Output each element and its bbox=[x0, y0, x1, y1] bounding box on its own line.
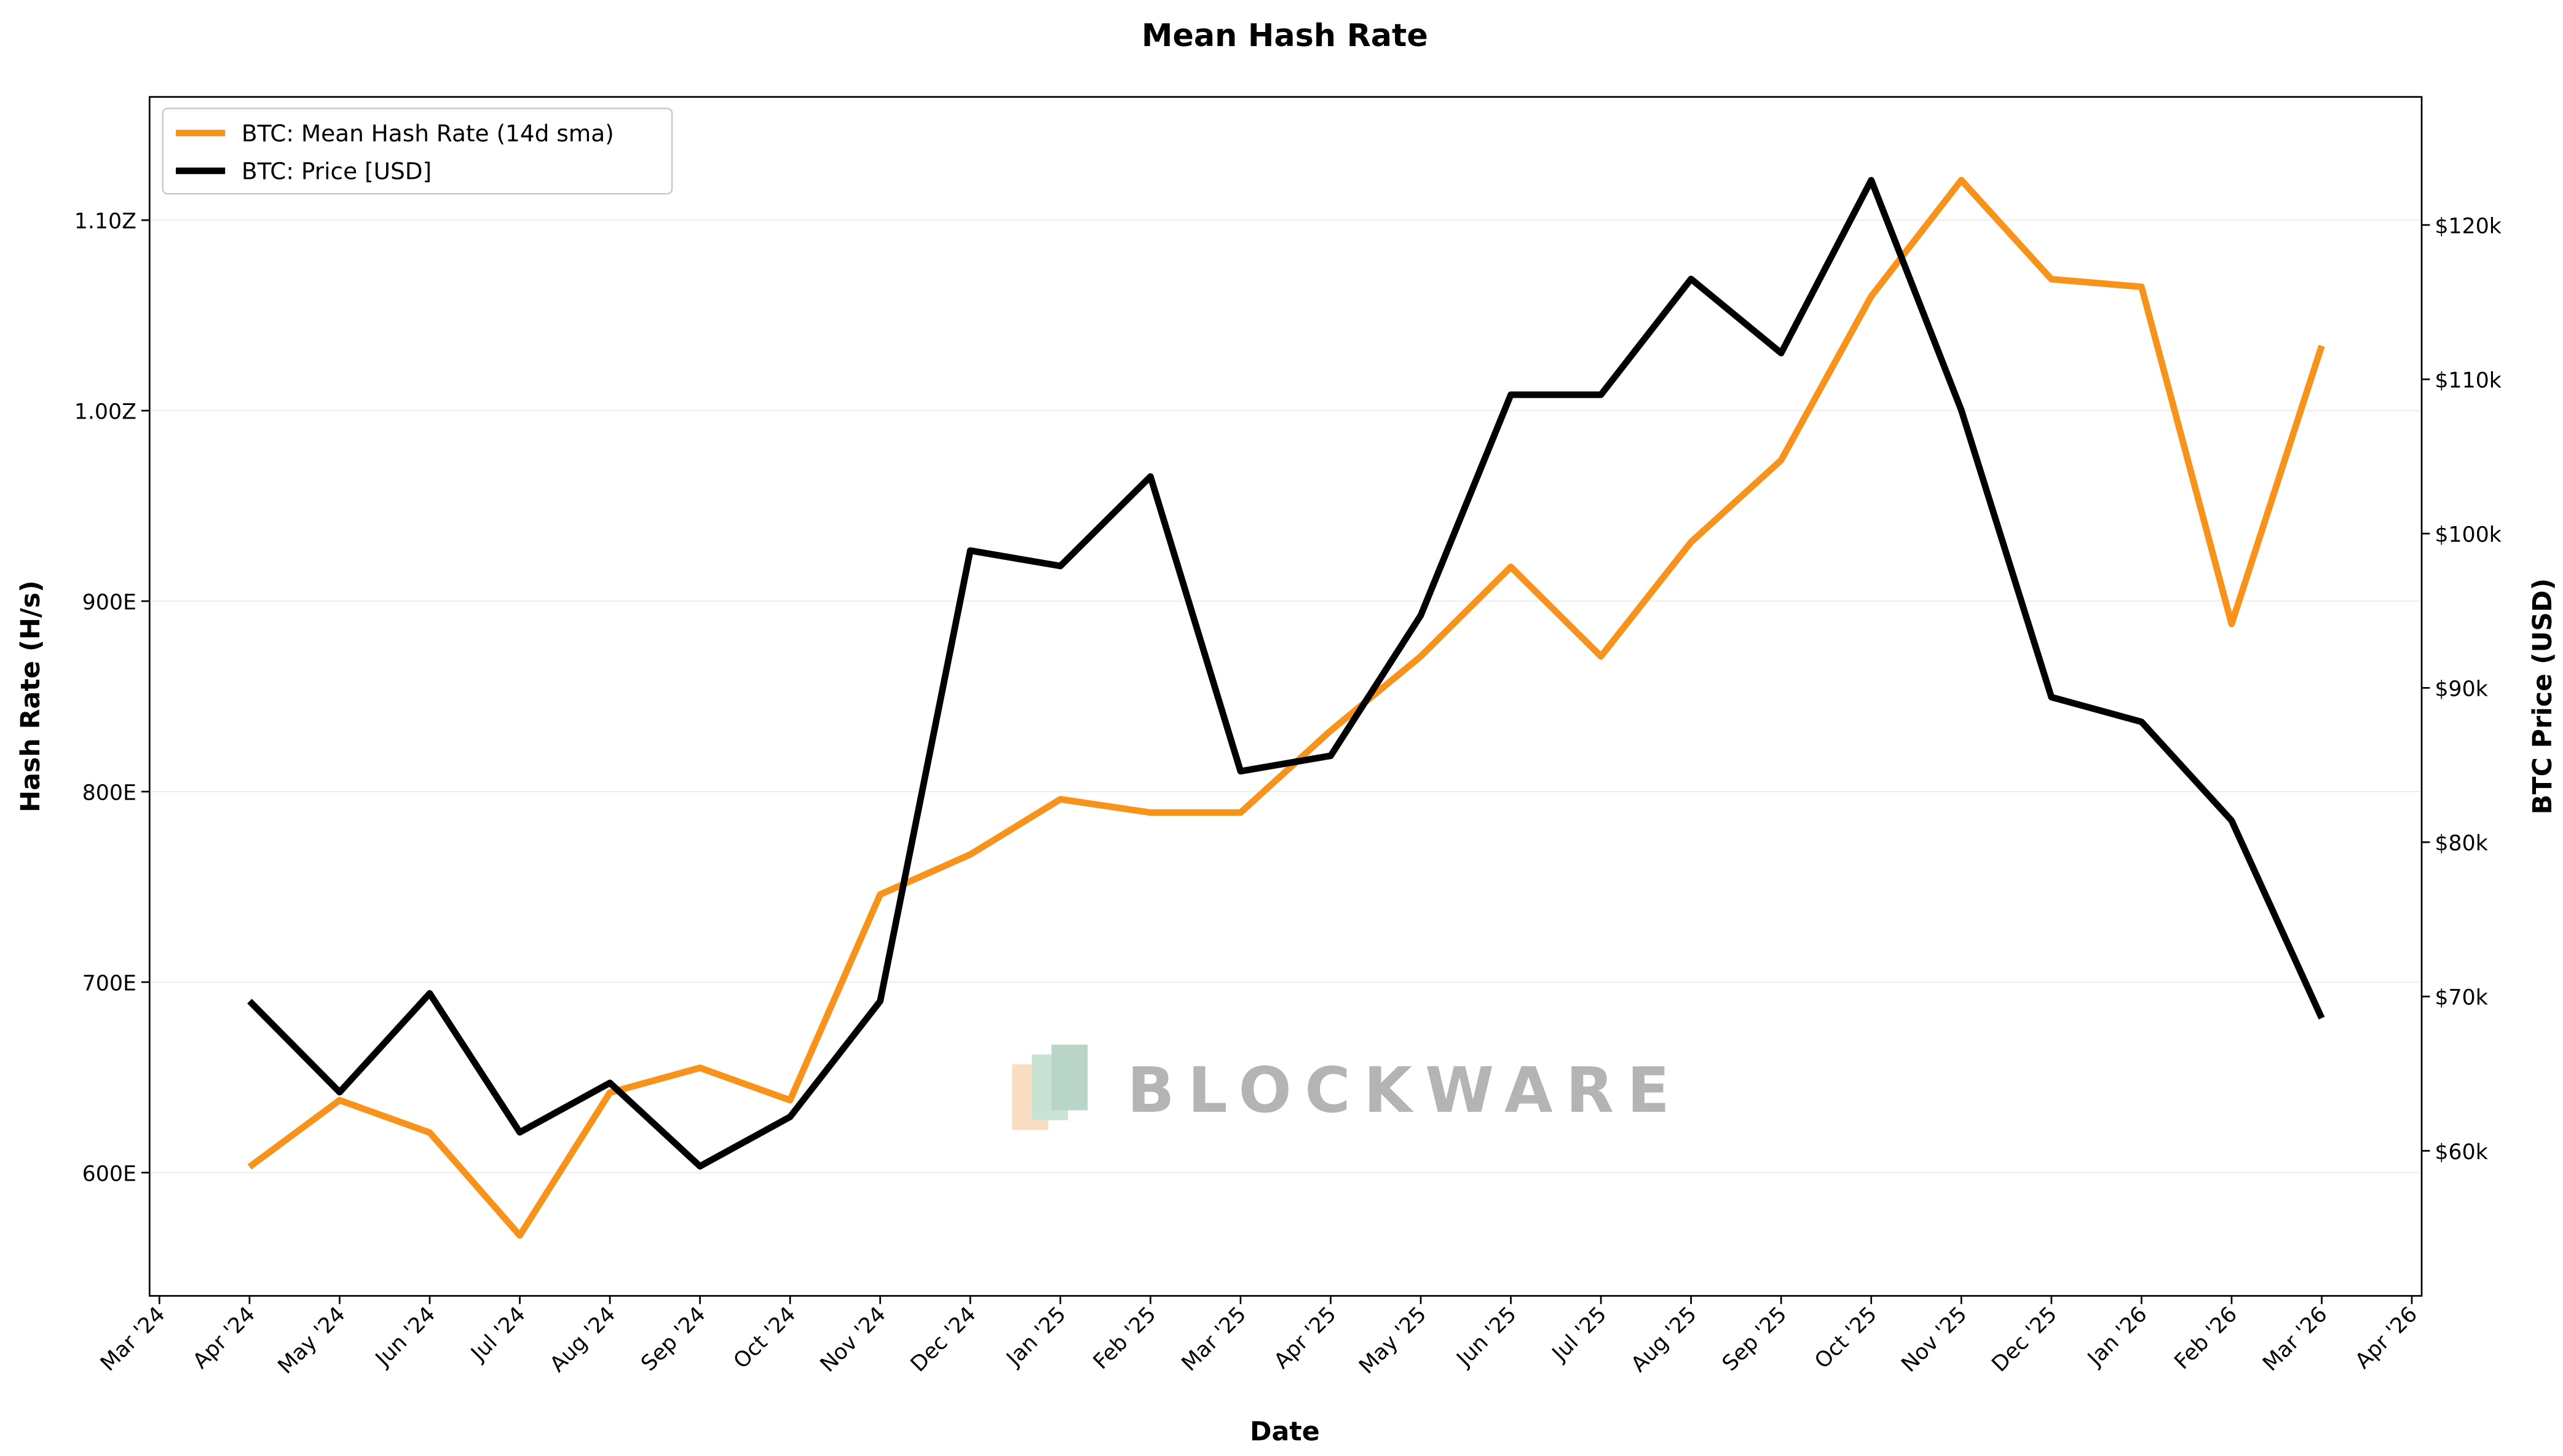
x-tick-label: Aug '25 bbox=[1627, 1302, 1702, 1377]
x-tick-label: Aug '24 bbox=[545, 1302, 620, 1377]
y2-tick-label: $80k bbox=[2435, 832, 2487, 856]
y2-tick-label: $60k bbox=[2435, 1140, 2487, 1165]
x-tick-label: Oct '24 bbox=[729, 1302, 801, 1374]
legend-label: BTC: Mean Hash Rate (14d sma) bbox=[242, 120, 614, 147]
series-line bbox=[247, 176, 2325, 1170]
legend: BTC: Mean Hash Rate (14d sma) BTC: Price … bbox=[162, 108, 673, 195]
x-tick-label: Feb '26 bbox=[2170, 1302, 2242, 1375]
x-tick-label: Nov '24 bbox=[816, 1302, 891, 1377]
y2-tick-label: $70k bbox=[2435, 986, 2487, 1010]
x-tick-label: Nov '25 bbox=[1897, 1302, 1972, 1377]
x-tick-label: Dec '24 bbox=[906, 1302, 981, 1377]
x-tick-label: Jun '25 bbox=[1451, 1302, 1522, 1372]
x-tick-label: May '24 bbox=[274, 1302, 350, 1379]
x-tick-label: Mar '25 bbox=[1177, 1302, 1251, 1376]
logo-block bbox=[1051, 1044, 1088, 1111]
x-tick-label: Apr '24 bbox=[188, 1302, 260, 1374]
x-axis-label: Date bbox=[1250, 1417, 1320, 1447]
x-tick-label: Sep '24 bbox=[636, 1302, 710, 1376]
watermark: BLOCKWARE bbox=[1012, 1044, 1683, 1130]
watermark-text: BLOCKWARE bbox=[1127, 1054, 1683, 1127]
x-tick-label: Jul '25 bbox=[1547, 1302, 1611, 1367]
x-tick-label: Apr '26 bbox=[2351, 1302, 2423, 1374]
y-tick-label: 800E bbox=[82, 781, 136, 805]
legend-label: BTC: Price [USD] bbox=[242, 157, 432, 184]
x-tick-label: Jan '26 bbox=[2082, 1302, 2152, 1372]
x-tick-label: Oct '25 bbox=[1810, 1302, 1882, 1374]
y2-tick-label: $110k bbox=[2435, 368, 2501, 393]
y-tick-label: 1.00Z bbox=[74, 400, 136, 425]
x-tick-label: Jan '25 bbox=[1001, 1302, 1071, 1372]
x-tick-label: Jul '24 bbox=[465, 1302, 530, 1367]
x-tick-label: May '25 bbox=[1354, 1302, 1431, 1379]
chart-title: Mean Hash Rate bbox=[1142, 17, 1428, 53]
y-tick-label: 600E bbox=[82, 1162, 136, 1186]
x-tick-label: Sep '25 bbox=[1718, 1302, 1791, 1376]
x-tick-label: Dec '25 bbox=[1987, 1302, 2062, 1377]
x-tick-label: Feb '25 bbox=[1089, 1302, 1161, 1375]
x-tick-label: Mar '26 bbox=[2258, 1302, 2332, 1376]
x-tick-label: Mar '24 bbox=[96, 1302, 170, 1376]
x-tick-label: Jun '24 bbox=[370, 1302, 440, 1372]
y2-tick-label: $120k bbox=[2435, 214, 2501, 238]
x-tick-label: Apr '25 bbox=[1270, 1302, 1341, 1374]
legend-box bbox=[162, 108, 673, 195]
y-tick-label: 700E bbox=[82, 971, 136, 996]
y2-tick-label: $100k bbox=[2435, 523, 2501, 548]
y2-axis-label: BTC Price (USD) bbox=[2527, 578, 2558, 814]
series-line bbox=[247, 176, 2325, 1239]
y-axis-label: Hash Rate (H/s) bbox=[15, 580, 46, 812]
y2-tick-label: $90k bbox=[2435, 677, 2487, 702]
plot-frame bbox=[148, 96, 2423, 1297]
y-tick-label: 1.10Z bbox=[74, 210, 136, 234]
y-tick-label: 900E bbox=[82, 590, 136, 615]
